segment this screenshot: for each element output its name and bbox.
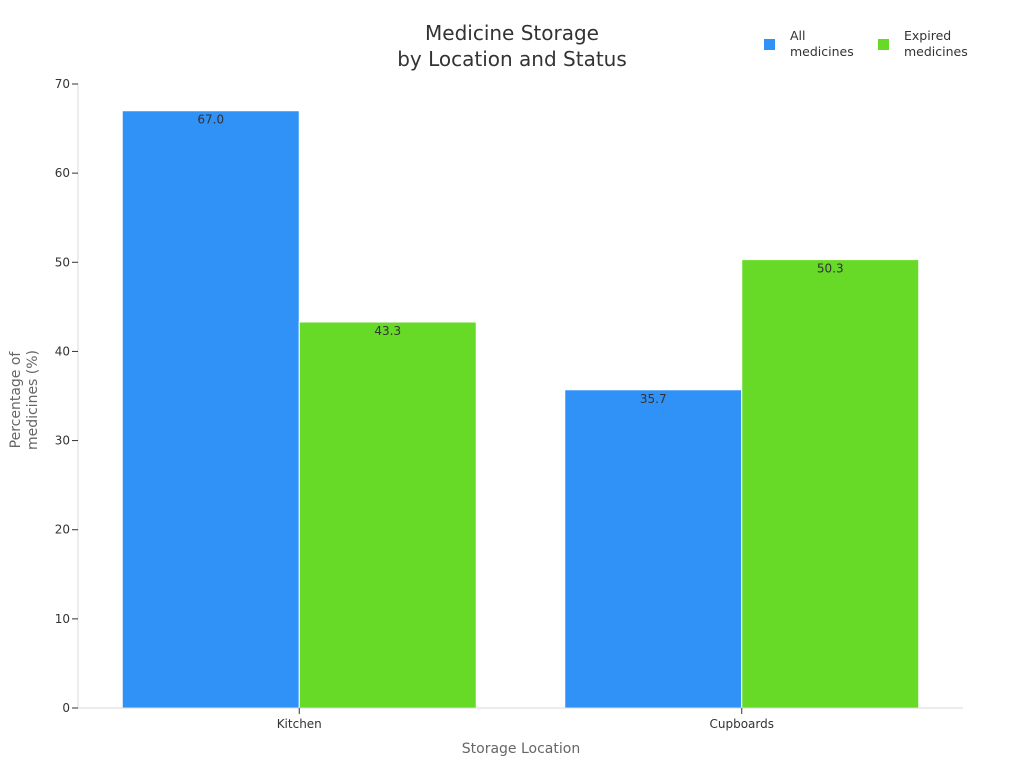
x-tick-label: Cupboards	[709, 717, 774, 731]
bar-labels-group: 67.0 43.3 35.7 50.3	[197, 113, 843, 406]
bar-cupboards-all-medicines[interactable]	[564, 389, 743, 709]
y-axis: 0 10 20 30 40 50 60 70	[55, 77, 79, 715]
bar-kitchen-all-medicines[interactable]	[121, 110, 300, 709]
y-tick-label: 10	[55, 612, 70, 626]
y-tick-label: 60	[55, 166, 70, 180]
bar-value-label: 67.0	[197, 113, 224, 127]
chart-title-line-1: Medicine Storage	[425, 21, 599, 45]
bar-kitchen-expired-medicines[interactable]	[298, 321, 477, 709]
chart-title-line-2: by Location and Status	[397, 47, 627, 71]
bar-cupboards-expired-medicines[interactable]	[741, 259, 920, 709]
x-axis-label: Storage Location	[461, 741, 581, 757]
legend-label-all-medicines: All medicines	[790, 28, 854, 59]
y-tick-label: 50	[55, 255, 70, 269]
y-tick-label: 20	[55, 523, 70, 537]
y-tick-label: 40	[55, 344, 70, 358]
y-tick-label: 70	[55, 77, 70, 91]
bar-value-label: 50.3	[817, 262, 844, 276]
y-tick-label: 0	[62, 701, 70, 715]
legend-swatch-expired-medicines	[878, 39, 889, 50]
bars-group	[121, 110, 920, 709]
bar-value-label: 35.7	[640, 392, 667, 406]
bar-value-label: 43.3	[374, 324, 401, 338]
legend-swatch-all-medicines	[764, 39, 775, 50]
legend-label-expired-medicines: Expired medicines	[904, 28, 968, 59]
x-tick-label: Kitchen	[277, 717, 322, 731]
y-axis-label: Percentage of medicines (%)	[8, 349, 41, 451]
legend-item-all-medicines[interactable]: All medicines	[764, 28, 860, 60]
legend-item-expired-medicines[interactable]: Expired medicines	[878, 28, 974, 60]
x-axis: Kitchen Cupboards	[78, 707, 963, 731]
legend: All medicines Expired medicines	[764, 28, 992, 60]
y-tick-label: 30	[55, 434, 70, 448]
